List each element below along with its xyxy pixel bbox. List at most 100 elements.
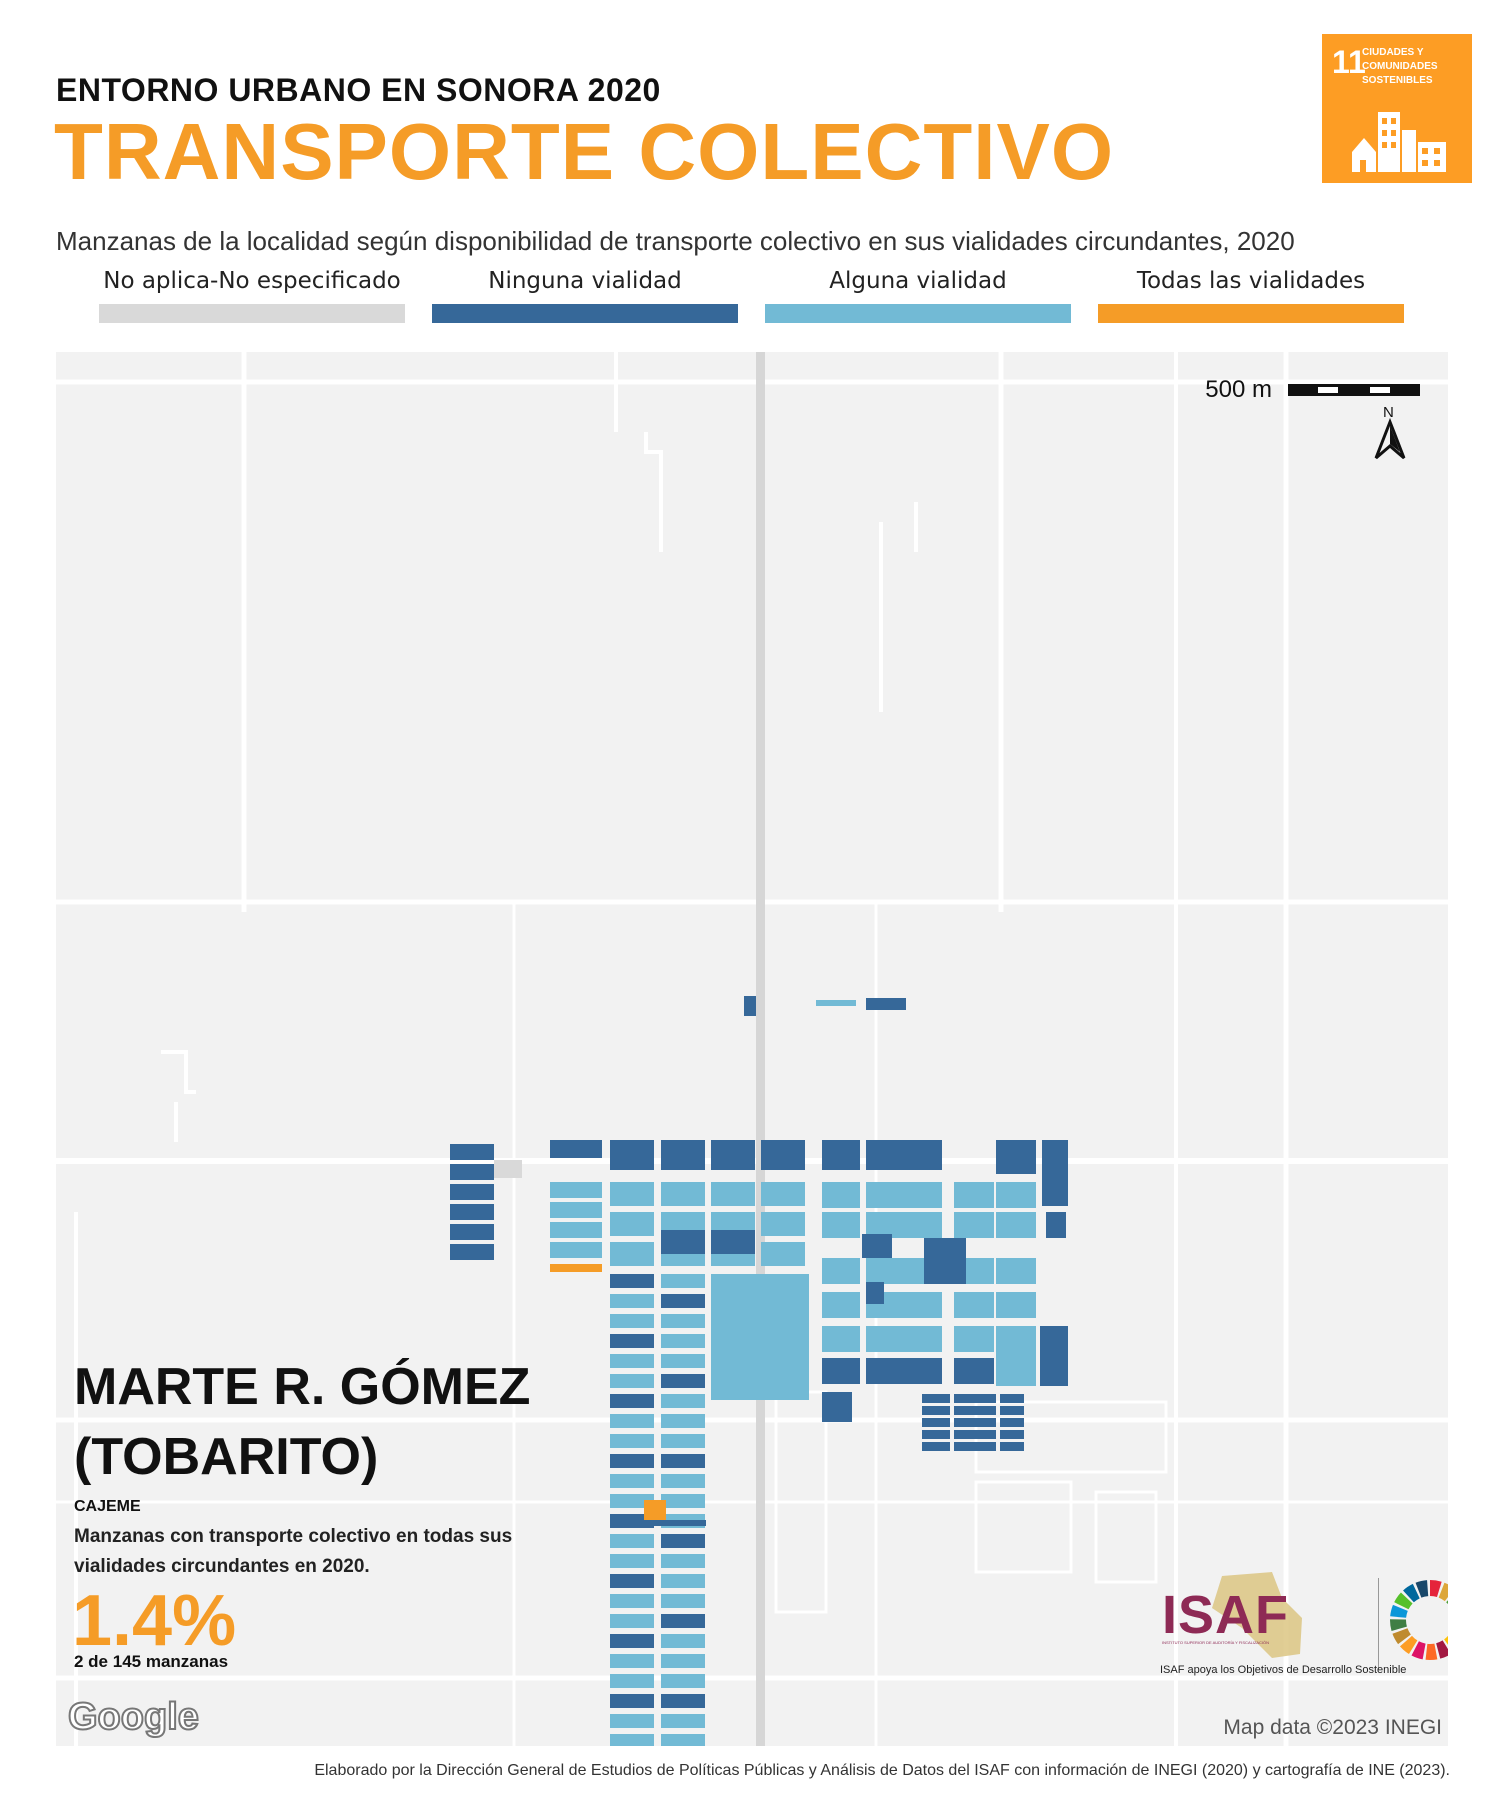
block — [924, 1238, 966, 1284]
block — [866, 1212, 904, 1238]
block — [711, 1230, 755, 1254]
block — [661, 1694, 705, 1708]
block — [866, 998, 906, 1010]
supertitle: ENTORNO URBANO EN SONORA 2020 — [56, 72, 661, 108]
block — [661, 1294, 705, 1308]
legend-item-no-aplica: No aplica-No especificado — [99, 268, 405, 323]
block-todas — [550, 1264, 602, 1272]
block — [661, 1274, 705, 1288]
block — [610, 1434, 654, 1448]
block — [1000, 1442, 1024, 1451]
block — [610, 1654, 654, 1668]
sdg-wheel-segment — [1394, 1592, 1413, 1610]
block — [610, 1574, 654, 1588]
block — [610, 1414, 654, 1428]
block — [661, 1554, 705, 1568]
block — [661, 1354, 705, 1368]
block — [661, 1594, 705, 1608]
block — [450, 1144, 494, 1160]
block — [610, 1614, 654, 1628]
block — [661, 1334, 705, 1348]
sdg-number: 11 — [1332, 44, 1366, 80]
block — [866, 1258, 904, 1284]
block — [1040, 1326, 1068, 1386]
block — [610, 1694, 654, 1708]
block — [1000, 1430, 1024, 1439]
block — [954, 1406, 996, 1415]
block — [550, 1242, 602, 1258]
sdg-wheel-segment — [1399, 1635, 1418, 1655]
block — [610, 1394, 654, 1408]
block — [610, 1140, 654, 1170]
sdg-wheel-segment — [1438, 1582, 1448, 1602]
sdg-wheel-segment — [1403, 1583, 1420, 1603]
block — [866, 1282, 884, 1304]
stat-description: Manzanas con transporte colectivo en tod… — [74, 1526, 513, 1577]
google-logo: Google — [67, 1695, 200, 1739]
isaf-subtext: INSTITUTO SUPERIOR DE AUDITORÍA Y FISCAL… — [1162, 1640, 1270, 1645]
block — [661, 1674, 705, 1688]
legend-label: Todas las vialidades — [1136, 268, 1366, 294]
sdg-text: CIUDADES Y COMUNIDADES SOSTENIBLES — [1362, 47, 1438, 86]
sdg-wheel-segment — [1392, 1628, 1411, 1645]
subtitle: Manzanas de la localidad según disponibi… — [56, 226, 1295, 256]
block — [822, 1258, 860, 1284]
block — [922, 1430, 950, 1439]
block — [661, 1374, 705, 1388]
block — [450, 1224, 494, 1240]
block — [610, 1334, 654, 1348]
block — [954, 1292, 994, 1318]
isaf-branding: ISAF INSTITUTO SUPERIOR DE AUDITORÍA Y F… — [1152, 1568, 1448, 1688]
block — [866, 1182, 904, 1208]
block — [1000, 1418, 1024, 1427]
sdg-wheel-segment — [1415, 1580, 1429, 1598]
block — [610, 1274, 654, 1288]
block — [610, 1182, 654, 1206]
block — [922, 1442, 950, 1451]
block — [954, 1182, 994, 1208]
block — [862, 1234, 892, 1258]
block — [904, 1212, 942, 1238]
block — [761, 1212, 805, 1236]
footer-credit: Elaborado por la Dirección General de Es… — [314, 1762, 1450, 1779]
block — [954, 1442, 996, 1451]
block — [661, 1634, 705, 1648]
block — [661, 1474, 705, 1488]
block — [610, 1242, 654, 1266]
divider — [1378, 1578, 1379, 1670]
block — [866, 1140, 904, 1170]
sdg-wheel-segment — [1411, 1641, 1426, 1660]
block-todas — [644, 1500, 666, 1520]
block — [904, 1140, 942, 1170]
block — [904, 1358, 942, 1384]
page-title: TRANSPORTE COLECTIVO — [54, 107, 1115, 196]
sdg-wheel-segment — [1390, 1604, 1408, 1618]
legend-item-todas: Todas las vialidades — [1098, 268, 1404, 323]
block — [661, 1230, 705, 1254]
block — [822, 1392, 852, 1422]
block — [711, 1140, 755, 1170]
sdg-wheel-segment — [1444, 1635, 1448, 1645]
block — [661, 1314, 705, 1328]
highway — [756, 352, 765, 1746]
block — [610, 1494, 654, 1508]
map[interactable]: 500 m N MARTE R. GÓMEZ (TOBARITO) CAJEME… — [56, 352, 1448, 1746]
block — [610, 1714, 654, 1728]
sdg-wheel-segment — [1430, 1580, 1442, 1598]
block — [610, 1374, 654, 1388]
block — [661, 1534, 705, 1548]
block — [610, 1454, 654, 1468]
sdg-wheel-segment — [1425, 1643, 1438, 1660]
block — [610, 1212, 654, 1236]
block — [711, 1274, 809, 1400]
block — [1042, 1140, 1068, 1206]
sdg-wheel-segment — [1390, 1619, 1407, 1631]
block — [550, 1202, 602, 1218]
north-label: N — [1383, 404, 1394, 421]
block — [550, 1222, 602, 1238]
map-canvas — [56, 352, 1448, 1746]
block — [610, 1594, 654, 1608]
block — [866, 1358, 904, 1384]
municipality-name: CAJEME — [74, 1498, 141, 1515]
block — [661, 1714, 705, 1728]
